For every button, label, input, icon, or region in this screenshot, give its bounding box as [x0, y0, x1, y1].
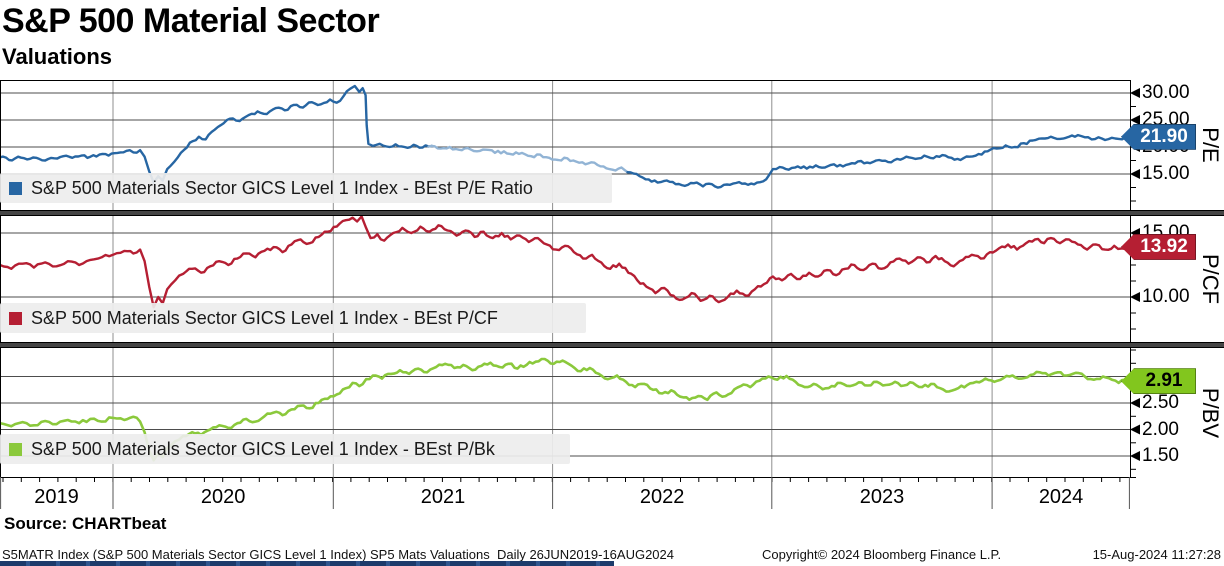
y-tick-label: 10.00 — [1142, 285, 1190, 307]
x-axis-year-label: 2019 — [34, 486, 79, 508]
legend-pcf-label: S&P 500 Materials Sector GICS Level 1 In… — [31, 307, 498, 328]
y-tick-label: 2.50 — [1142, 392, 1179, 413]
legend-pcf: S&P 500 Materials Sector GICS Level 1 In… — [0, 303, 586, 333]
x-axis-year-label: 2022 — [639, 486, 685, 508]
y-tick-label: 30.00 — [1142, 82, 1190, 103]
x-axis-year-label: 2021 — [420, 486, 466, 508]
legend-marker-pbv-icon — [9, 442, 22, 456]
last-value-tag-pbv: 2.91 — [1121, 368, 1196, 395]
chart-description: S5MATR Index (S&P 500 Materials Sector G… — [2, 547, 674, 562]
x-axis-year-label: 2024 — [1038, 486, 1084, 508]
y-axis-title-pe: P/E — [1198, 127, 1223, 163]
y-axis-title-pbv: P/BV — [1198, 387, 1223, 438]
timestamp: 15-Aug-2024 11:27:28 — [1092, 547, 1221, 562]
x-axis-year-label: 2020 — [200, 486, 246, 508]
source-line: Source: CHARTbeat — [4, 514, 167, 533]
legend-pbv-label: S&P 500 Materials Sector GICS Level 1 In… — [31, 438, 495, 459]
legend-pbv: S&P 500 Materials Sector GICS Level 1 In… — [0, 434, 570, 464]
page-subtitle: Valuations — [2, 44, 113, 69]
panel-separator-2 — [0, 342, 1224, 348]
last-value-tag-pcf: 13.92 — [1121, 233, 1196, 260]
legend-pe: S&P 500 Materials Sector GICS Level 1 In… — [0, 173, 612, 203]
x-axis-year-label: 2023 — [859, 486, 905, 508]
page-title: S&P 500 Material Sector — [2, 2, 380, 40]
bottom-window-edge — [0, 561, 614, 566]
y-tick-label: 1.50 — [1142, 445, 1179, 466]
panel-separator-1 — [0, 210, 1224, 216]
y-tick-label: 15.00 — [1142, 162, 1190, 184]
legend-marker-pcf-icon — [9, 311, 22, 325]
legend-marker-pe-icon — [9, 181, 22, 195]
y-tick-label: 2.00 — [1142, 418, 1179, 440]
last-value-tag-pe: 21.90 — [1121, 123, 1196, 150]
y-axis-title-pcf: P/CF — [1198, 253, 1223, 305]
copyright: Copyright© 2024 Bloomberg Finance L.P. — [762, 547, 1002, 562]
legend-pe-label: S&P 500 Materials Sector GICS Level 1 In… — [31, 177, 533, 198]
